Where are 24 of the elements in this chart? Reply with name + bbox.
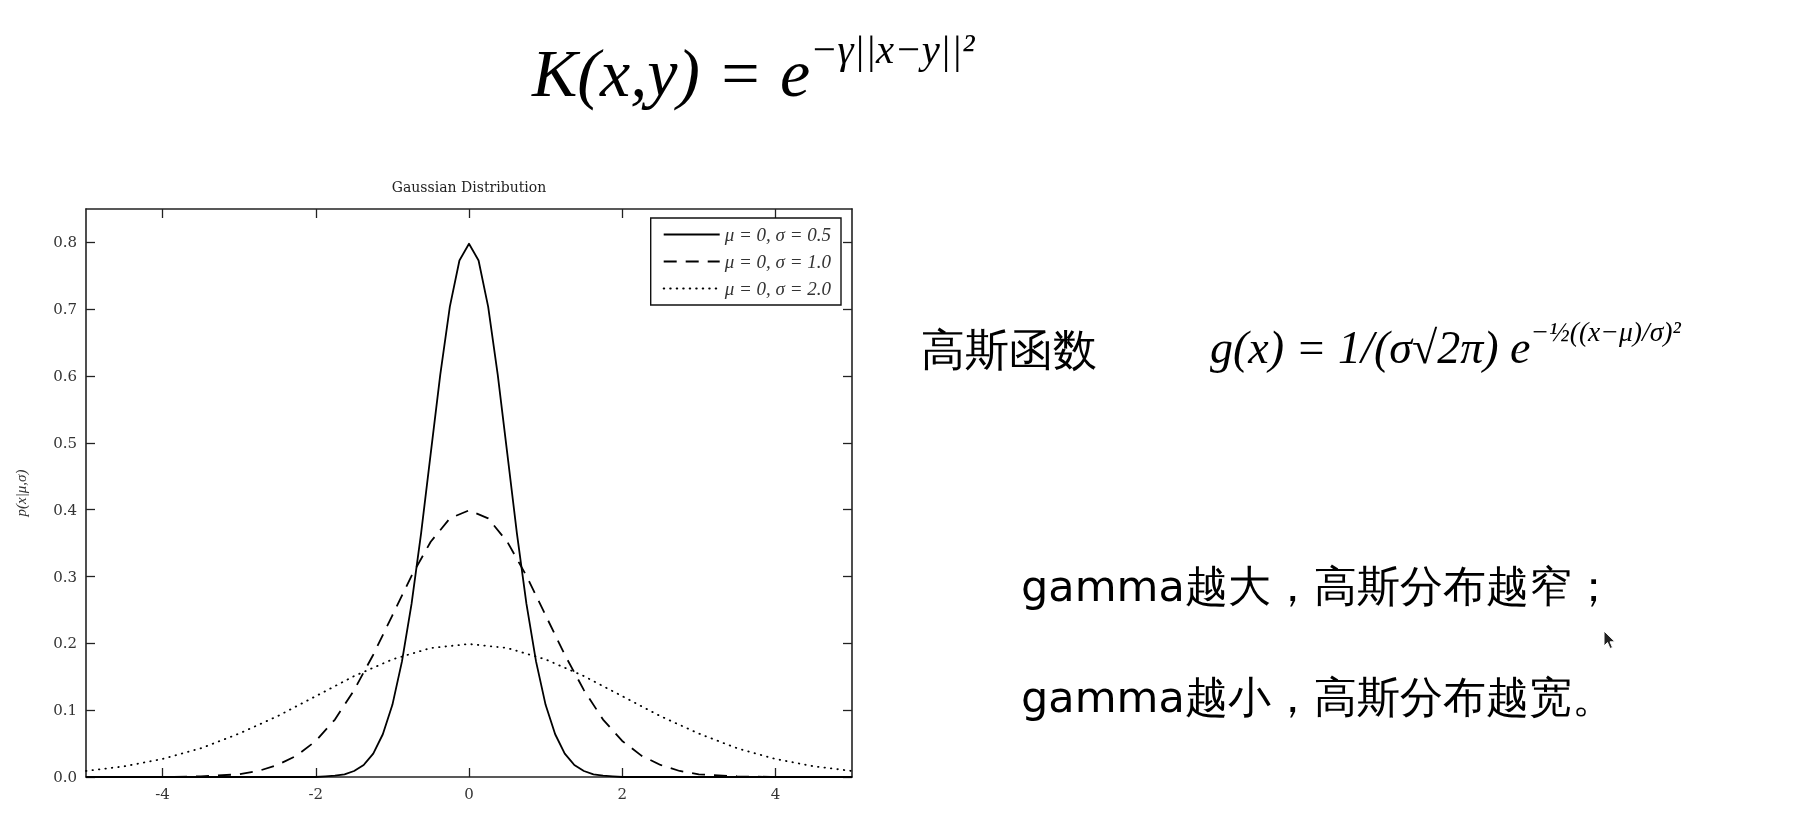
y-tick-label: 0.2 [53, 634, 77, 653]
y-tick-label: 0.5 [53, 433, 77, 452]
y-tick-label: 0.8 [53, 233, 77, 252]
y-tick-label: 0.1 [53, 701, 77, 720]
y-tick-label: 0.3 [53, 567, 77, 586]
text: 高斯函数 [921, 324, 1097, 376]
x-tick-label: 4 [770, 784, 781, 803]
y-tick-label: 0.0 [53, 768, 77, 786]
legend-label: μ = 0, σ = 2.0 [723, 278, 832, 299]
y-axis-title: p(x|μ,σ) [12, 469, 30, 518]
x-tick-label: 0 [464, 784, 474, 803]
text: gamma越小，高斯分布越宽。 [1021, 672, 1615, 723]
y-tick-label: 0.6 [53, 367, 77, 386]
legend-label: μ = 0, σ = 0.5 [723, 224, 832, 245]
text: g(x) = 1/(σ√2π) e$^{−½((x−μ)/σ)²}$ [1210, 315, 1681, 375]
chart-title: Gaussian Distribution [391, 179, 547, 195]
text: K(x,y) = e$^{−γ||x−y||²}$ [532, 27, 975, 113]
x-tick-label: -2 [308, 784, 324, 803]
text: gamma越大，高斯分布越窄； [1021, 561, 1615, 612]
y-tick-label: 0.7 [53, 300, 77, 319]
x-tick-label: 2 [617, 784, 627, 803]
y-tick-label: 0.4 [53, 500, 77, 519]
x-tick-label: -4 [155, 784, 170, 803]
legend-label: μ = 0, σ = 1.0 [723, 251, 832, 272]
